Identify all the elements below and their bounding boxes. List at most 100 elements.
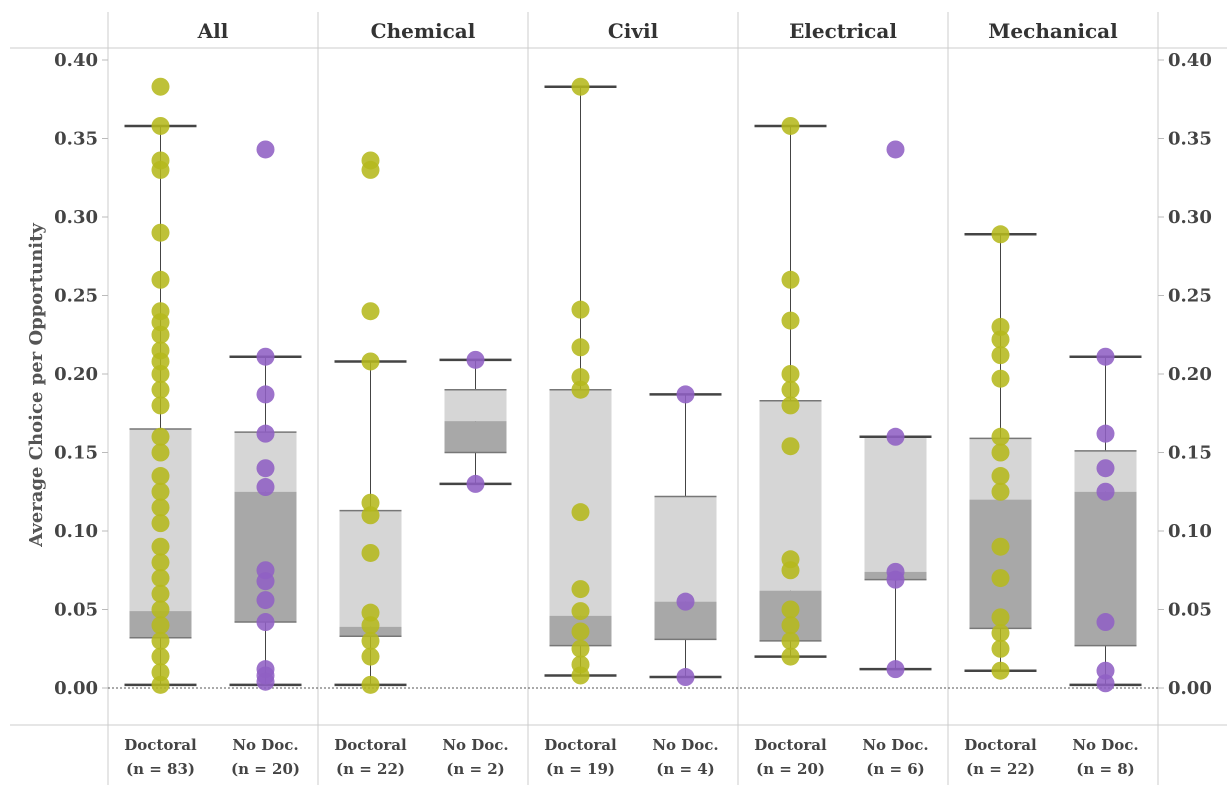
data-point bbox=[256, 140, 275, 159]
data-point bbox=[151, 325, 170, 344]
data-point bbox=[151, 160, 170, 179]
data-point bbox=[256, 347, 275, 366]
data-point bbox=[571, 368, 590, 387]
data-point bbox=[256, 459, 275, 478]
data-point bbox=[151, 223, 170, 242]
panel-dividers bbox=[108, 12, 1158, 785]
group-nodoc: No Doc. (n = 6) bbox=[859, 140, 932, 778]
data-point bbox=[571, 602, 590, 621]
group-nodoc: No Doc. (n = 4) bbox=[649, 385, 722, 778]
data-point bbox=[781, 631, 800, 650]
data-point bbox=[571, 580, 590, 599]
y-tick-label-left: 0.15 bbox=[54, 443, 98, 464]
y-tick-label-left: 0.35 bbox=[54, 129, 98, 150]
category-n-label: (n = 22) bbox=[966, 760, 1035, 778]
data-point bbox=[361, 302, 380, 321]
panel-chemical: Chemical Doctoral (n = 22) No Doc. (n = 2) bbox=[334, 19, 512, 778]
data-point bbox=[991, 330, 1010, 349]
group-nodoc: No Doc. (n = 8) bbox=[1069, 347, 1142, 778]
data-point bbox=[466, 474, 485, 493]
y-tick-label-left: 0.20 bbox=[54, 364, 98, 385]
data-point bbox=[1096, 674, 1115, 693]
panel-title: All bbox=[197, 19, 229, 43]
data-point bbox=[151, 584, 170, 603]
y-tick-label-left: 0.00 bbox=[54, 678, 98, 699]
box-lower bbox=[969, 499, 1032, 629]
group-nodoc: No Doc. (n = 2) bbox=[439, 350, 512, 778]
data-point bbox=[361, 675, 380, 694]
data-point bbox=[1096, 661, 1115, 680]
data-point bbox=[781, 365, 800, 383]
data-point bbox=[991, 467, 1010, 486]
data-point bbox=[991, 427, 1010, 446]
group-doctoral: Doctoral (n = 20) bbox=[754, 116, 827, 778]
data-point bbox=[151, 616, 170, 635]
data-point bbox=[886, 660, 905, 679]
data-point bbox=[151, 675, 170, 694]
data-point bbox=[361, 543, 380, 562]
data-point bbox=[361, 506, 380, 525]
data-point bbox=[151, 537, 170, 556]
box-upper bbox=[444, 389, 507, 422]
data-point bbox=[571, 639, 590, 658]
box-upper bbox=[549, 389, 612, 616]
y-tick-label-right: 0.25 bbox=[1168, 286, 1212, 307]
data-point bbox=[571, 380, 590, 399]
panel-mechanical: Mechanical Doctoral (n = 22) No Doc. (n = 8) bbox=[964, 19, 1142, 778]
box-lower bbox=[444, 421, 507, 453]
data-point bbox=[781, 270, 800, 289]
panel-title: Electrical bbox=[789, 19, 897, 43]
group-doctoral: Doctoral (n = 22) bbox=[964, 225, 1037, 778]
data-point bbox=[361, 493, 380, 512]
category-label: No Doc. bbox=[1072, 736, 1138, 754]
category-label: Doctoral bbox=[754, 736, 827, 754]
data-point bbox=[151, 647, 170, 666]
data-point bbox=[256, 672, 275, 691]
category-n-label: (n = 20) bbox=[231, 760, 300, 778]
data-point bbox=[256, 572, 275, 591]
data-point bbox=[781, 616, 800, 635]
data-point bbox=[151, 663, 170, 682]
data-point bbox=[151, 467, 170, 486]
panels: All Doctoral (n = 83) No Doc. (n = 20) Chemic… bbox=[124, 19, 1142, 778]
data-point bbox=[361, 647, 380, 666]
data-point bbox=[466, 350, 485, 369]
data-point bbox=[991, 639, 1010, 658]
panel-title: Mechanical bbox=[988, 19, 1118, 43]
data-point bbox=[151, 313, 170, 332]
data-point bbox=[151, 631, 170, 650]
data-point bbox=[676, 385, 695, 404]
group-nodoc: No Doc. (n = 20) bbox=[229, 140, 302, 778]
data-point bbox=[151, 380, 170, 399]
data-point bbox=[361, 603, 380, 622]
y-tick-label-left: 0.40 bbox=[54, 50, 98, 71]
data-point bbox=[1096, 347, 1115, 366]
data-point bbox=[361, 631, 380, 650]
category-n-label: (n = 19) bbox=[546, 760, 615, 778]
data-point bbox=[781, 600, 800, 619]
category-n-label: (n = 20) bbox=[756, 760, 825, 778]
data-point bbox=[1096, 424, 1115, 443]
data-point bbox=[781, 311, 800, 330]
data-point bbox=[571, 77, 590, 96]
data-point bbox=[571, 666, 590, 685]
data-point bbox=[991, 225, 1010, 244]
data-point bbox=[781, 116, 800, 135]
data-point bbox=[361, 352, 380, 371]
data-point bbox=[151, 352, 170, 371]
panel-header-band bbox=[108, 12, 1158, 48]
data-point bbox=[151, 270, 170, 289]
data-point bbox=[991, 482, 1010, 501]
box-upper bbox=[864, 436, 927, 572]
panel-all: All Doctoral (n = 83) No Doc. (n = 20) bbox=[124, 19, 302, 778]
y-axis-label: Average Choice per Opportunity bbox=[26, 223, 47, 548]
data-point bbox=[151, 569, 170, 588]
data-point bbox=[991, 317, 1010, 336]
group-doctoral: Doctoral (n = 22) bbox=[334, 151, 407, 778]
panel-title: Civil bbox=[608, 19, 659, 43]
category-label: No Doc. bbox=[652, 736, 718, 754]
box-upper bbox=[654, 496, 717, 602]
data-point bbox=[781, 437, 800, 456]
data-point bbox=[151, 498, 170, 517]
